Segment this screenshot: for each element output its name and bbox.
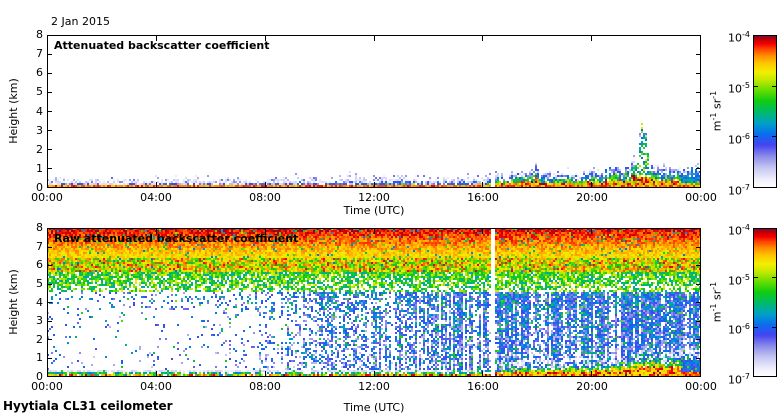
y-tick-label: 0: [36, 181, 43, 194]
y-tick-label: 2: [36, 332, 43, 346]
x-tick-label: 16:00: [467, 380, 499, 393]
x-tick-label: 20:00: [576, 191, 608, 204]
x-tick-label: 00:00: [685, 191, 717, 204]
y-tick-label: 5: [36, 276, 43, 290]
colorbar-tick-label: 10-6: [728, 322, 750, 337]
y-tick-label: 6: [36, 66, 43, 80]
x-tick-label: 08:00: [249, 191, 281, 204]
x-tick-label: 08:00: [249, 380, 281, 393]
y-tick-label: 7: [36, 239, 43, 253]
x-axis-label-bottom: Time (UTC): [343, 401, 405, 414]
colorbar-tick-label: 10-4: [728, 223, 750, 238]
colorbar-tick-label: 10-6: [728, 132, 750, 147]
x-tick-label: 04:00: [140, 380, 172, 393]
x-tick-label: 00:00: [31, 191, 63, 204]
colorbar-tick-label: 10-7: [728, 372, 750, 387]
x-tick-label: 20:00: [576, 380, 608, 393]
panel-top-title: Attenuated backscatter coefficient: [54, 39, 270, 52]
colorbar-tick-label: 10-4: [728, 30, 750, 45]
colorbar-tick-label: 10-7: [728, 183, 750, 198]
y-tick-label: 1: [36, 351, 43, 365]
x-axis-label-top: Time (UTC): [343, 204, 405, 217]
y-tick-label: 8: [36, 221, 43, 234]
y-tick-label: 1: [36, 161, 43, 175]
instrument-label: Hyytiala CL31 ceilometer: [3, 399, 173, 413]
y-tick-label: 3: [36, 123, 43, 137]
y-tick-label: 4: [36, 295, 43, 309]
y-tick-label: 4: [36, 104, 43, 118]
x-tick-label: 00:00: [31, 380, 63, 393]
colorbar-top: [753, 35, 777, 188]
y-tick-label: 0: [36, 370, 43, 383]
x-tick-label: 12:00: [358, 380, 390, 393]
y-tick-label: 7: [36, 47, 43, 61]
x-tick-label: 00:00: [685, 380, 717, 393]
heatmap-attenuated-backscatter: [47, 35, 701, 188]
y-tick-label: 3: [36, 314, 43, 328]
panel-bottom-title: Raw attenuated backscatter coefficient: [54, 232, 299, 245]
x-tick-label: 16:00: [467, 191, 499, 204]
x-tick-label: 12:00: [358, 191, 390, 204]
colorbar-tick-label: 10-5: [728, 272, 750, 288]
y-tick-label: 2: [36, 142, 43, 156]
y-tick-label: 5: [36, 85, 43, 99]
y-tick-label: 8: [36, 28, 43, 41]
date-label: 2 Jan 2015: [51, 15, 110, 28]
heatmap-raw-backscatter: [47, 228, 701, 377]
y-tick-label: 6: [36, 258, 43, 272]
colorbar-tick-label: 10-5: [728, 81, 750, 96]
colorbar-bottom: [753, 228, 777, 377]
x-tick-label: 04:00: [140, 191, 172, 204]
